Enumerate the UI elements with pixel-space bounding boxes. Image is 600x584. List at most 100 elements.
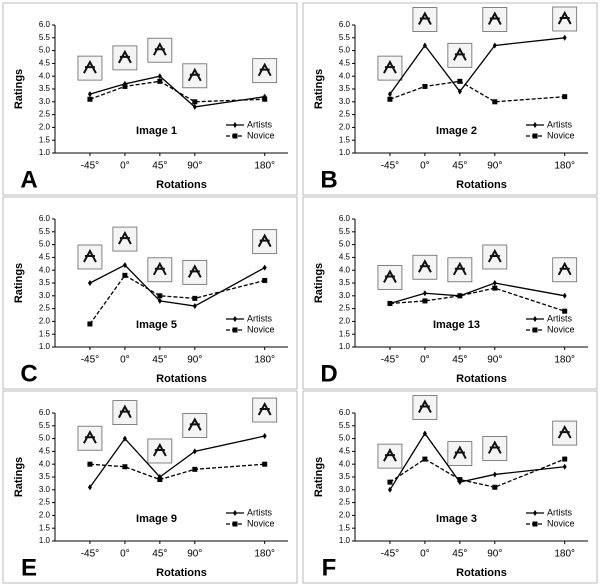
novice-marker [262, 277, 268, 283]
x-tick-label: 90° [187, 355, 202, 366]
legend-label: Novice [247, 518, 275, 528]
thumbnail-glyph [83, 430, 97, 444]
artist-marker [562, 34, 567, 41]
y-tick-label: 1.0 [39, 148, 51, 157]
thumbnail-glyph [152, 442, 167, 457]
legend-label: Artists [247, 119, 273, 129]
novice-marker [492, 99, 498, 105]
thumbnail-glyph [118, 230, 132, 245]
thumbnail-glyph [118, 404, 132, 419]
panel-frame [302, 2, 598, 196]
y-tick-label: 3.5 [39, 472, 51, 481]
x-tick-label: -45° [81, 355, 99, 366]
y-tick-label: 1.5 [339, 329, 351, 338]
novice-marker [422, 83, 428, 89]
y-tick-label: 2.5 [39, 110, 51, 119]
legend-marker [532, 521, 538, 527]
y-tick-label: 2.0 [339, 123, 351, 132]
thumbnail-glyph [557, 261, 572, 276]
y-axis-label: Ratings [313, 69, 325, 109]
x-tick-label: 0° [120, 161, 130, 172]
novice-marker [492, 484, 498, 490]
y-tick-label: 5.5 [39, 33, 51, 42]
thumbnail-glyph [383, 269, 397, 283]
legend-label: Artists [247, 507, 273, 517]
x-tick-label: 90° [487, 549, 502, 560]
thumbnail-glyph [557, 424, 572, 439]
artist-marker [262, 433, 267, 440]
artist-marker [87, 280, 92, 286]
x-tick-label: -45° [381, 161, 399, 172]
chart-title: Image 3 [436, 513, 477, 525]
artist-marker [562, 292, 567, 299]
novice-marker [387, 96, 393, 102]
artist-marker [457, 88, 462, 95]
y-tick-label: 2.0 [39, 123, 51, 132]
x-axis-label: Rotations [156, 567, 207, 579]
legend-marker [533, 510, 537, 516]
y-tick-label: 5.5 [339, 33, 351, 42]
y-tick-label: 5.0 [339, 434, 351, 443]
novice-marker [562, 456, 568, 462]
y-tick-label: 3.0 [39, 291, 51, 300]
y-tick-label: 3.5 [39, 84, 51, 93]
y-tick-label: 4.5 [339, 253, 351, 262]
thumbnail-glyph [83, 60, 97, 74]
y-tick-label: 1.0 [339, 536, 351, 545]
artist-marker [87, 484, 92, 491]
y-tick-label: 1.5 [39, 329, 51, 338]
x-tick-label: 45° [452, 355, 467, 366]
thumbnail-glyph [418, 399, 432, 413]
thumbnail-glyph [257, 233, 272, 248]
artist-marker [192, 448, 197, 455]
novice-marker [387, 300, 393, 306]
artist-marker [192, 103, 197, 110]
thumbnail-glyph [383, 60, 397, 74]
thumbnail-glyph [187, 417, 202, 431]
thumbnail-glyph [418, 259, 432, 273]
thumbnail-glyph [187, 67, 202, 82]
thumbnail-glyph [152, 42, 167, 56]
artist-marker [192, 303, 197, 310]
chart-panel: 1.0 1.5 2.0 2.5 3.0 3.5 4.0 4.5 5.0 5.5 6.0 -45° 0° 4… [302, 390, 598, 584]
x-tick-label: 180° [554, 355, 575, 366]
thumbnail [412, 395, 438, 420]
y-tick-label: 5.0 [339, 46, 351, 55]
y-tick-label: 1.5 [339, 523, 351, 532]
series-line [89, 274, 265, 325]
novice-marker [562, 94, 568, 100]
x-tick-label: 0° [120, 355, 130, 366]
thumbnail-glyph [383, 448, 397, 462]
novice-marker [157, 78, 163, 84]
x-axis-label: Rotations [456, 179, 507, 191]
x-axis-label: Rotations [456, 567, 507, 579]
y-tick-label: 2.5 [39, 498, 51, 507]
y-tick-label: 5.5 [339, 421, 351, 430]
thumbnail [112, 45, 138, 71]
y-tick-label: 5.5 [339, 227, 351, 236]
panel-label: F [322, 554, 337, 581]
y-tick-label: 1.5 [339, 135, 351, 144]
artist-marker [157, 73, 162, 80]
y-tick-label: 4.0 [39, 265, 51, 274]
novice-marker [87, 461, 93, 467]
x-tick-label: 180° [254, 161, 275, 172]
novice-marker [422, 456, 428, 462]
panel-label: A [20, 166, 37, 193]
x-tick-label: -45° [81, 161, 99, 172]
chart-title: Image 2 [436, 125, 477, 137]
thumbnail-glyph [452, 261, 467, 276]
artist-marker [122, 262, 127, 269]
y-tick-label: 3.0 [339, 485, 351, 494]
artist-marker [87, 91, 92, 98]
x-tick-label: 180° [254, 549, 275, 560]
y-tick-label: 6.0 [339, 408, 351, 417]
legend-label: Novice [547, 324, 575, 334]
y-tick-label: 4.0 [339, 459, 351, 468]
chart-panel: 1.0 1.5 2.0 2.5 3.0 3.5 4.0 4.5 5.0 5.5 6.0 -45° 0° 4… [302, 2, 598, 196]
y-tick-label: 4.5 [39, 253, 51, 262]
y-tick-label: 2.5 [339, 110, 351, 119]
x-tick-label: 90° [187, 549, 202, 560]
artist-marker [457, 479, 462, 486]
chart-panel: 1.0 1.5 2.0 2.5 3.0 3.5 4.0 4.5 5.0 5.5 6.0 -45° 0° 4… [2, 196, 298, 390]
